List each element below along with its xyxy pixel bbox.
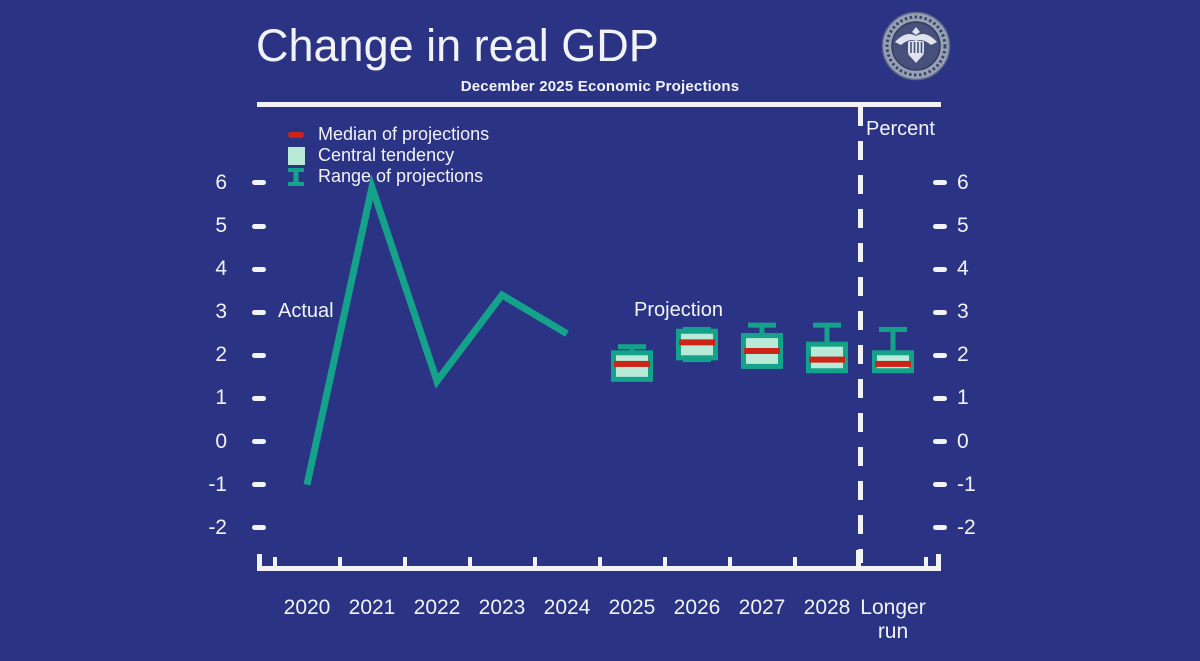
x-axis-label: 2026 — [673, 596, 721, 619]
range-cap-top — [748, 322, 776, 328]
range-cap-top — [618, 344, 646, 350]
x-axis-tick — [337, 557, 342, 566]
median-mark — [614, 360, 650, 367]
y-axis-unit-label: Percent — [866, 118, 935, 140]
x-axis-label: 2025 — [608, 596, 656, 619]
y-axis-label-left: 0 — [215, 429, 227, 453]
y-axis-label-left: 2 — [215, 343, 227, 367]
y-axis-tick-right — [933, 439, 947, 444]
x-axis-tick — [792, 557, 797, 566]
range-cap-top — [879, 326, 907, 332]
y-axis-label-left: 4 — [215, 257, 227, 281]
legend-item-range: Range of projections — [288, 166, 489, 187]
legend: Median of projections Central tendency R… — [288, 124, 489, 187]
y-axis-tick-left — [252, 352, 266, 358]
legend-label: Range of projections — [318, 166, 484, 186]
x-axis-line — [257, 566, 941, 571]
y-axis-tick-right — [933, 266, 947, 272]
legend-item-median: Median of projections — [288, 124, 489, 145]
y-axis-tick-left — [252, 395, 266, 401]
actual-gdp-line — [303, 174, 569, 486]
y-axis-tick-right — [933, 180, 947, 186]
y-axis-tick-left — [252, 525, 266, 531]
median-dash-icon — [288, 131, 304, 138]
actual-annotation: Actual — [278, 300, 334, 322]
y-axis-label-right: 3 — [957, 300, 969, 324]
median-mark — [875, 360, 911, 367]
x-axis-tick — [597, 557, 602, 566]
x-axis-endcap — [936, 554, 941, 566]
projection-annotation: Projection — [634, 299, 723, 321]
x-axis-tick — [532, 557, 537, 566]
legend-item-central-tendency: Central tendency — [288, 145, 489, 166]
y-axis-label-right: 4 — [957, 257, 969, 281]
range-whisker — [890, 329, 896, 369]
median-mark — [744, 347, 780, 354]
x-axis-label: 2027 — [738, 596, 786, 619]
page-title: Change in real GDP — [256, 20, 659, 71]
y-axis-label-right: 1 — [957, 386, 969, 410]
x-axis-label: 2020 — [283, 596, 331, 619]
x-axis-tick — [662, 557, 667, 566]
y-axis-tick-right — [933, 309, 947, 315]
y-axis-tick-right — [933, 395, 947, 401]
y-axis-label-left: 3 — [215, 300, 227, 324]
median-mark — [679, 339, 715, 346]
range-cap-top — [813, 322, 841, 328]
x-axis-label: Longer run — [860, 596, 926, 643]
y-axis-label-right: 0 — [957, 429, 969, 453]
x-axis-label: 2024 — [543, 596, 591, 619]
legend-label: Central tendency — [318, 145, 455, 165]
y-axis-tick-left — [252, 180, 266, 186]
y-axis-label-left: 1 — [215, 386, 227, 410]
y-axis-tick-right — [933, 482, 947, 488]
y-axis-tick-left — [252, 482, 266, 488]
y-axis-label-right: 6 — [957, 170, 969, 194]
y-axis-tick-right — [933, 352, 947, 358]
y-axis-tick-left — [252, 223, 266, 229]
y-axis-label-right: -1 — [957, 472, 976, 496]
plot-top-border — [257, 102, 941, 107]
y-axis-tick-left — [252, 309, 266, 315]
y-axis-tick-left — [252, 266, 266, 272]
median-mark — [809, 356, 845, 363]
x-axis-label: 2023 — [478, 596, 526, 619]
y-axis-label-left: 5 — [215, 214, 227, 237]
x-axis-label: 2028 — [803, 596, 851, 619]
x-axis-endcap — [257, 554, 262, 566]
range-ibeam-icon — [288, 167, 306, 186]
y-axis-label-left: -2 — [208, 515, 227, 539]
x-axis-tick — [727, 557, 732, 566]
x-axis-tick — [402, 557, 407, 566]
y-axis-label-right: 2 — [957, 343, 969, 367]
x-axis-label: 2021 — [348, 596, 396, 619]
y-axis-tick-right — [933, 525, 947, 531]
y-axis-tick-left — [252, 439, 266, 444]
y-axis-label-right: -2 — [957, 515, 976, 539]
x-axis-separator-tick — [856, 550, 861, 566]
y-axis-label-right: 5 — [957, 214, 969, 237]
central-tendency-box-icon — [288, 146, 305, 165]
x-axis-label: 2022 — [413, 596, 461, 619]
y-axis-tick-right — [933, 223, 947, 229]
x-axis-tick — [467, 557, 472, 566]
y-axis-label-left: -1 — [208, 472, 227, 496]
federal-reserve-seal-icon — [878, 8, 954, 84]
x-axis-tick — [923, 557, 928, 566]
x-axis-tick — [272, 557, 277, 566]
y-axis-label-left: 6 — [215, 170, 227, 194]
chart-subtitle: December 2025 Economic Projections — [460, 78, 740, 95]
legend-label: Median of projections — [318, 124, 490, 144]
